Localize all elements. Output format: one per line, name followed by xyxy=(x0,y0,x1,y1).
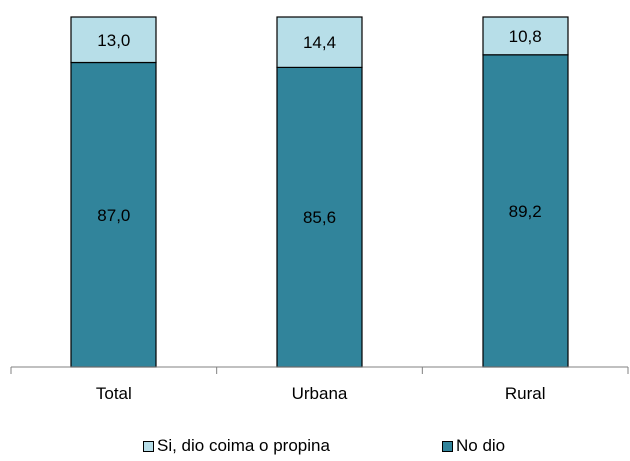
legend-label-no-dio: No dio xyxy=(456,436,506,455)
data-label-total-no-dio: 87,0 xyxy=(97,206,130,225)
data-label-urbana-si-dio-coima-o-propina: 14,4 xyxy=(303,33,336,52)
legend-item-si-dio: Si, dio coima o propina xyxy=(143,436,330,456)
bar-rural-si-dio-coima-o-propina xyxy=(482,16,569,56)
x-tick-label-urbana: Urbana xyxy=(292,384,348,403)
bar-rural-no-dio xyxy=(482,54,569,368)
data-labels-layer: 87,0 13,0 85,6 14,4 89,2 10,8 xyxy=(97,27,541,227)
x-tick-label-rural: Rural xyxy=(505,384,546,403)
legend-swatch-si-dio xyxy=(143,440,154,452)
data-label-total-si-dio-coima-o-propina: 13,0 xyxy=(97,31,130,50)
bar-total-si-dio-coima-o-propina xyxy=(70,16,157,64)
bar-urbana-si-dio-coima-o-propina xyxy=(276,16,363,69)
legend-swatch-no-dio xyxy=(442,440,453,452)
legend: Si, dio coima o propina No dio xyxy=(0,436,630,458)
legend-label-si-dio: Si, dio coima o propina xyxy=(157,436,330,455)
x-tick-label-total: Total xyxy=(96,384,132,403)
data-label-rural-si-dio-coima-o-propina: 10,8 xyxy=(509,27,542,46)
legend-item-no-dio: No dio xyxy=(442,436,505,456)
bar-total-no-dio xyxy=(70,61,157,368)
data-label-urbana-no-dio: 85,6 xyxy=(303,208,336,227)
x-axis: Total Urbana Rural xyxy=(10,366,629,403)
data-label-rural-no-dio: 89,2 xyxy=(509,202,542,221)
bars-layer xyxy=(70,16,569,368)
